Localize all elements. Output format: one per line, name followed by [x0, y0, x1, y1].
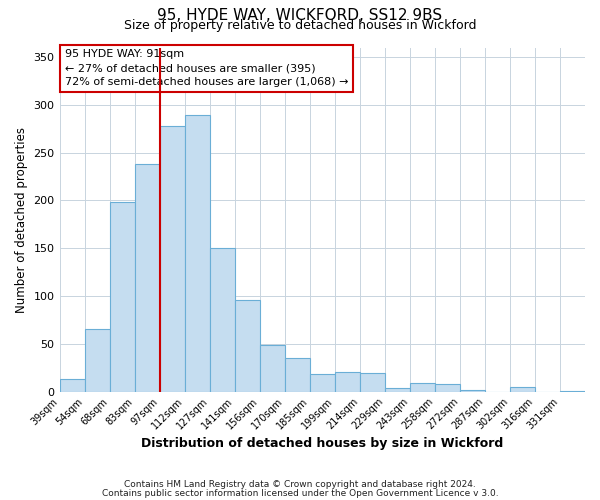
Bar [560, 390, 585, 392]
Bar [435, 384, 460, 392]
Bar [460, 390, 485, 392]
Bar [335, 372, 360, 392]
Bar [59, 379, 85, 392]
Bar [185, 116, 209, 392]
Bar [134, 164, 160, 392]
Y-axis label: Number of detached properties: Number of detached properties [15, 126, 28, 312]
Bar [260, 344, 285, 392]
Bar [235, 300, 260, 392]
Bar [285, 358, 310, 392]
Text: 95, HYDE WAY, WICKFORD, SS12 9BS: 95, HYDE WAY, WICKFORD, SS12 9BS [157, 8, 443, 22]
Text: 95 HYDE WAY: 91sqm
← 27% of detached houses are smaller (395)
72% of semi-detach: 95 HYDE WAY: 91sqm ← 27% of detached hou… [65, 49, 348, 87]
Text: Contains public sector information licensed under the Open Government Licence v : Contains public sector information licen… [101, 488, 499, 498]
Bar [110, 202, 134, 392]
X-axis label: Distribution of detached houses by size in Wickford: Distribution of detached houses by size … [141, 437, 503, 450]
Bar [310, 374, 335, 392]
Bar [510, 387, 535, 392]
Bar [160, 126, 185, 392]
Bar [360, 374, 385, 392]
Bar [85, 330, 110, 392]
Bar [410, 383, 435, 392]
Bar [209, 248, 235, 392]
Text: Size of property relative to detached houses in Wickford: Size of property relative to detached ho… [124, 19, 476, 32]
Bar [385, 388, 410, 392]
Text: Contains HM Land Registry data © Crown copyright and database right 2024.: Contains HM Land Registry data © Crown c… [124, 480, 476, 489]
